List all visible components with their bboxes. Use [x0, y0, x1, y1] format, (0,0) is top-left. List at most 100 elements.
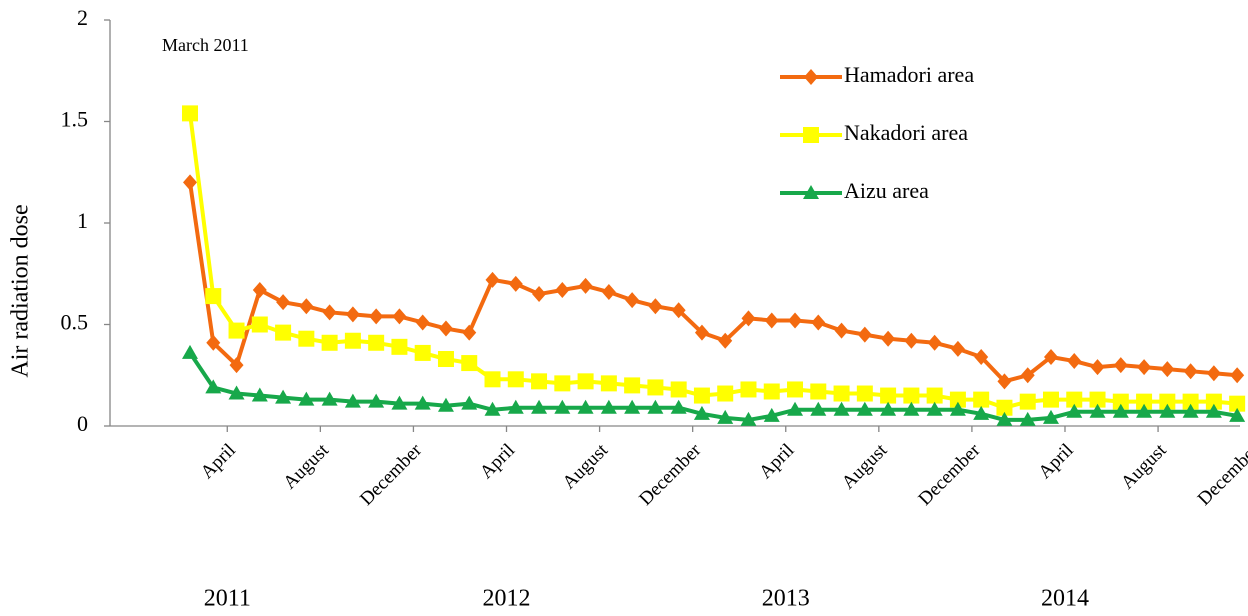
marker: [182, 344, 198, 359]
marker: [1182, 403, 1199, 418]
y-axis-label: Air radiation dose: [8, 204, 34, 377]
marker: [275, 389, 292, 404]
marker: [392, 308, 407, 325]
marker: [740, 411, 757, 426]
legend-label: Hamadori area: [844, 62, 974, 87]
marker: [368, 393, 385, 408]
marker: [1089, 391, 1106, 408]
x-tick-label: December: [914, 439, 985, 510]
marker: [555, 281, 570, 298]
marker: [461, 395, 478, 410]
y-tick-label: 2: [77, 5, 88, 30]
marker: [531, 399, 548, 414]
marker: [927, 334, 942, 351]
marker: [740, 381, 757, 398]
marker: [1020, 367, 1035, 384]
x-tick-label: December: [356, 439, 427, 510]
marker: [763, 407, 780, 422]
marker: [856, 385, 873, 402]
marker: [484, 371, 501, 388]
legend-label: Nakadori area: [844, 120, 968, 145]
marker: [787, 401, 804, 416]
marker: [251, 316, 268, 333]
marker: [369, 308, 384, 325]
x-tick-label: April: [755, 440, 798, 483]
y-tick-label: 1.5: [61, 107, 89, 132]
x-tick-label: December: [635, 439, 706, 510]
y-tick-label: 0.5: [61, 310, 89, 335]
marker: [531, 373, 548, 390]
marker: [206, 334, 221, 351]
marker: [996, 411, 1013, 426]
marker: [1066, 391, 1083, 408]
marker: [625, 292, 640, 309]
marker: [298, 330, 315, 347]
marker: [1182, 393, 1199, 410]
marker: [321, 391, 338, 406]
marker: [856, 401, 873, 416]
marker: [1019, 411, 1036, 426]
x-tick-label: April: [476, 440, 519, 483]
marker: [1042, 391, 1059, 408]
marker: [228, 385, 245, 400]
marker: [1067, 353, 1082, 370]
legend-marker: [803, 127, 819, 143]
marker: [647, 379, 664, 396]
marker: [880, 387, 897, 404]
marker: [1229, 407, 1246, 422]
marker: [671, 302, 686, 319]
marker: [624, 399, 641, 414]
marker: [741, 310, 756, 327]
marker: [1205, 403, 1222, 418]
x-tick-label: April: [1034, 440, 1077, 483]
marker: [903, 387, 920, 404]
marker: [949, 391, 966, 408]
marker: [670, 399, 687, 414]
marker: [461, 355, 478, 372]
marker: [648, 298, 663, 315]
marker: [414, 344, 431, 361]
marker: [624, 377, 641, 394]
series-line: [188, 113, 1238, 410]
marker: [810, 401, 827, 416]
marker: [507, 371, 524, 388]
annotation: March 2011: [162, 35, 249, 55]
marker: [183, 174, 197, 191]
marker: [1183, 363, 1198, 380]
marker: [1019, 393, 1036, 410]
marker: [321, 334, 338, 351]
marker: [600, 399, 617, 414]
marker: [1159, 393, 1176, 410]
series-line: [188, 351, 1238, 422]
marker: [414, 395, 431, 410]
marker: [1042, 409, 1059, 424]
marker: [252, 281, 267, 298]
y-tick-label: 1: [77, 208, 88, 233]
marker: [298, 391, 315, 406]
marker: [1230, 367, 1245, 384]
year-label: 2012: [483, 586, 531, 612]
marker: [763, 383, 780, 400]
marker: [788, 312, 803, 329]
marker: [1160, 361, 1175, 378]
marker: [1113, 357, 1128, 374]
marker: [1159, 403, 1176, 418]
marker: [578, 277, 593, 294]
x-tick-label: August: [279, 439, 333, 493]
marker: [880, 401, 897, 416]
marker: [1136, 393, 1153, 410]
marker: [903, 401, 920, 416]
marker: [949, 401, 966, 416]
marker: [810, 383, 827, 400]
marker: [462, 324, 477, 341]
marker: [600, 375, 617, 392]
marker: [391, 338, 408, 355]
marker: [1205, 393, 1222, 410]
marker: [554, 399, 571, 414]
marker: [764, 312, 779, 329]
x-tick-label: December: [1194, 439, 1248, 510]
marker: [718, 332, 733, 349]
marker: [717, 385, 734, 402]
marker: [857, 326, 872, 343]
